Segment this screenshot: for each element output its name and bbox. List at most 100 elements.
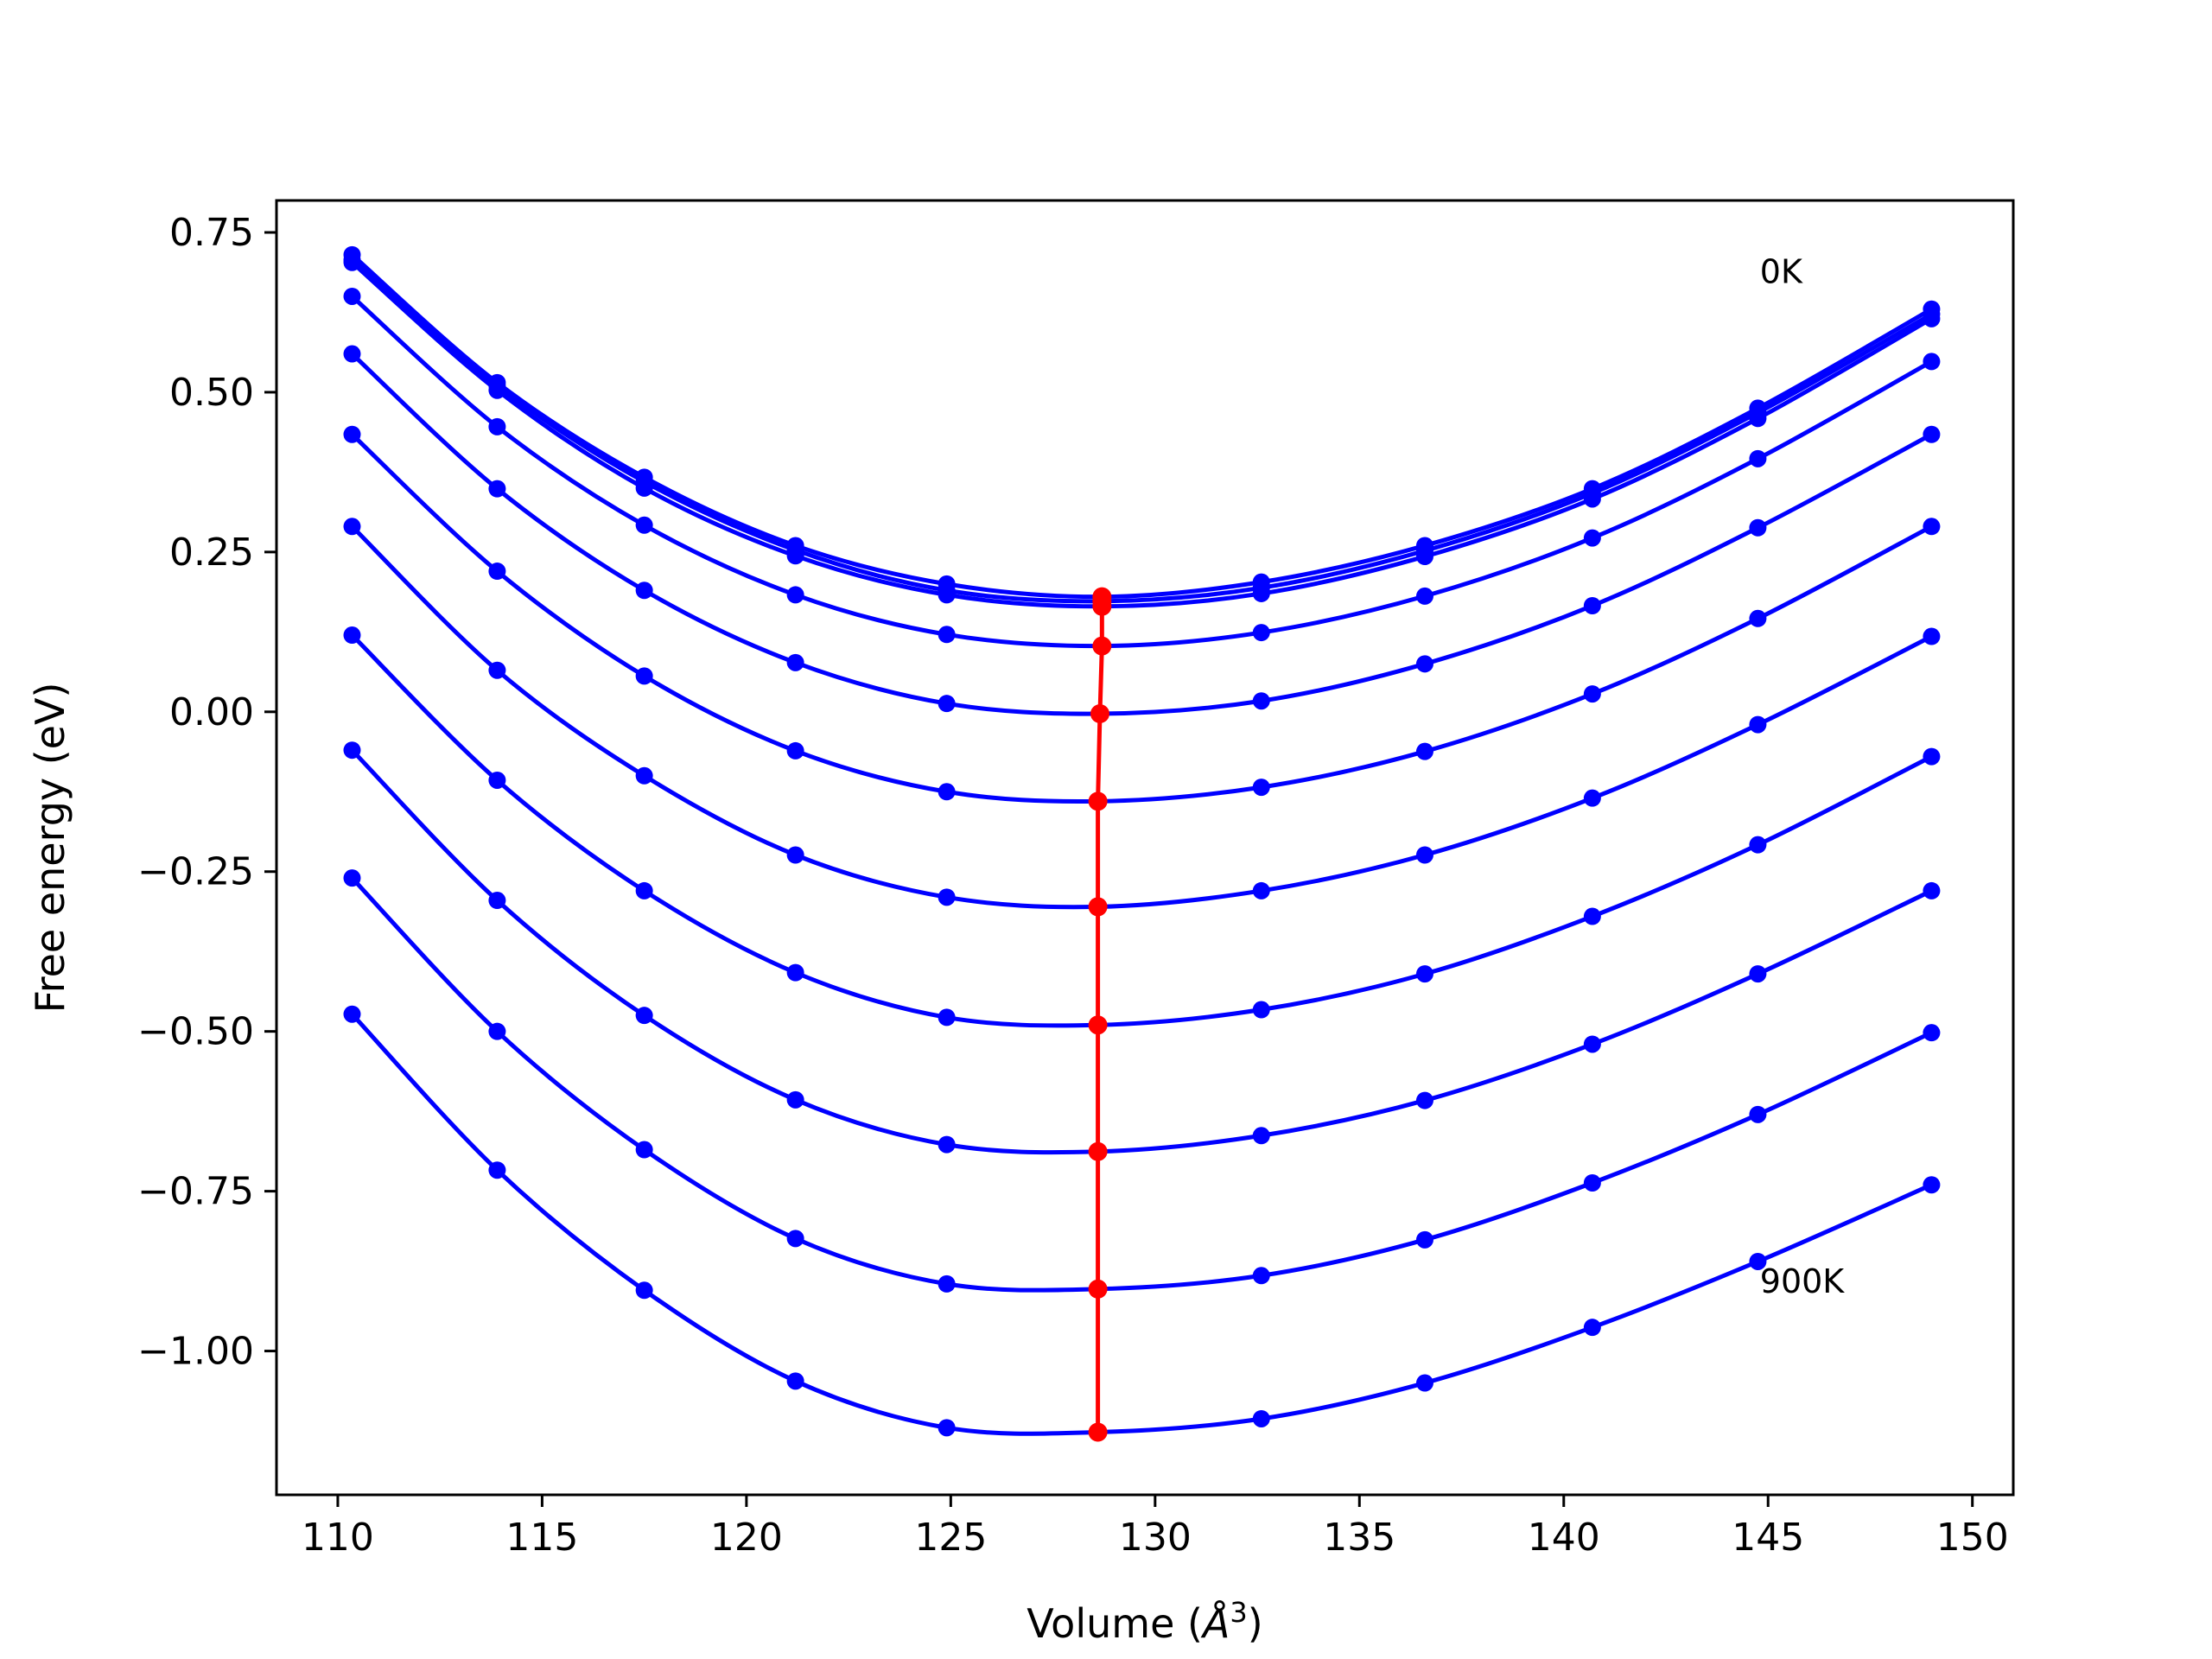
series-8-point — [1415, 1091, 1433, 1109]
series-2-point — [938, 586, 956, 604]
series-5-point — [343, 425, 361, 443]
series-2-point — [488, 381, 506, 399]
minimum-point — [1088, 1279, 1108, 1299]
series-6-point — [488, 661, 506, 679]
series-9-point — [1749, 1105, 1767, 1123]
series-4-point — [1923, 425, 1941, 443]
series-8-point — [1923, 881, 1941, 899]
x-tick-label: 125 — [914, 1516, 987, 1560]
series-4-point — [635, 582, 653, 600]
series-2-point — [1252, 584, 1270, 602]
series-9-point — [1583, 1174, 1601, 1192]
series-9-point — [635, 1141, 653, 1159]
minimum-point — [1092, 636, 1112, 656]
series-8-point — [786, 1090, 804, 1109]
series-5-point — [938, 783, 956, 801]
plot-area-frame — [275, 199, 2015, 1497]
series-6-point — [938, 888, 956, 906]
series-2-point — [1415, 548, 1433, 566]
series-4-point — [786, 653, 804, 671]
y-tick-label: 0.50 — [169, 371, 254, 415]
series-6-point — [1252, 881, 1270, 899]
series-9-point — [1923, 1024, 1941, 1042]
x-tick-label: 145 — [1732, 1516, 1804, 1560]
x-axis: 110 115 120 125 130 135 140 145 150 — [302, 1495, 2009, 1560]
series-2-point — [1923, 309, 1941, 327]
series-5-point — [635, 667, 653, 685]
series-4-point — [343, 345, 361, 363]
series-10-point — [635, 1281, 653, 1300]
series-9-point — [488, 1022, 506, 1040]
series-4-point — [488, 480, 506, 498]
series-7-point — [1252, 1001, 1270, 1019]
y-axis: 0.75 0.50 0.25 0.00 −0.25 −0.50 −0.75 −1.00 — [137, 211, 276, 1374]
series-8-point — [343, 741, 361, 760]
series-7-point — [1415, 965, 1433, 983]
series-10-point — [1583, 1319, 1601, 1337]
minimum-point — [1088, 791, 1108, 811]
series-points — [343, 245, 1941, 1437]
series-3-point — [488, 417, 506, 435]
series-4-point — [1749, 518, 1767, 537]
series-6-point — [1583, 789, 1601, 807]
series-8-point — [1252, 1127, 1270, 1145]
series-6-point — [1749, 715, 1767, 734]
series-3-point — [786, 586, 804, 604]
series-5-point — [1252, 779, 1270, 797]
series-2-point — [635, 479, 653, 497]
x-tick-label: 115 — [505, 1516, 578, 1560]
series-7-point — [343, 626, 361, 645]
series-3-point — [1252, 624, 1270, 642]
series-9-point — [786, 1230, 804, 1248]
minima-line-group — [1088, 587, 1112, 1442]
series-6-point — [1415, 846, 1433, 864]
x-tick-label: 150 — [1936, 1516, 2009, 1560]
series-2-point — [786, 547, 804, 565]
series-7-point — [1923, 747, 1941, 766]
series-10-point — [343, 1005, 361, 1023]
series-3-point — [1923, 353, 1941, 371]
minimum-point — [1088, 1141, 1108, 1161]
series-10-point — [1252, 1409, 1270, 1427]
minimum-point — [1090, 704, 1109, 724]
series-5-point — [1415, 742, 1433, 760]
x-tick-label: 135 — [1323, 1516, 1395, 1560]
series-8-point — [1749, 965, 1767, 983]
series-4-point — [1252, 692, 1270, 710]
series-10-point — [786, 1372, 804, 1390]
series-2-point — [1749, 410, 1767, 428]
y-axis-label: Free energy (eV) — [27, 683, 73, 1014]
series-9-point — [1252, 1267, 1270, 1285]
series-10-point — [488, 1161, 506, 1179]
series-9-point — [1415, 1230, 1433, 1249]
series-6-point — [635, 766, 653, 785]
x-tick-label: 130 — [1119, 1516, 1192, 1560]
series-8-point — [1583, 1035, 1601, 1053]
minimum-point — [1092, 596, 1112, 616]
series-3-point — [938, 626, 956, 644]
y-tick-label: 0.75 — [169, 211, 254, 255]
series-7-point — [938, 1008, 956, 1027]
series-5-point — [786, 741, 804, 760]
minimum-point — [1088, 1015, 1108, 1035]
series-6-point — [786, 846, 804, 864]
series-2-point — [1583, 490, 1601, 508]
series-10-point — [1415, 1374, 1433, 1392]
series-6-point — [343, 518, 361, 536]
series-5-point — [1749, 609, 1767, 627]
series-3-point — [635, 516, 653, 534]
series-9-point — [343, 869, 361, 887]
series-3-point — [1583, 529, 1601, 547]
annotations: 0K 900K — [1760, 252, 1846, 1300]
y-tick-label: −1.00 — [137, 1330, 254, 1374]
series-8-point — [938, 1135, 956, 1154]
y-tick-label: 0.25 — [169, 531, 254, 575]
series-5-point — [488, 563, 506, 581]
series-10-point — [1923, 1176, 1941, 1194]
series-3-point — [1749, 449, 1767, 467]
series-7-point — [1583, 907, 1601, 925]
y-tick-label: −0.25 — [137, 850, 254, 894]
series-6-point — [1923, 627, 1941, 645]
